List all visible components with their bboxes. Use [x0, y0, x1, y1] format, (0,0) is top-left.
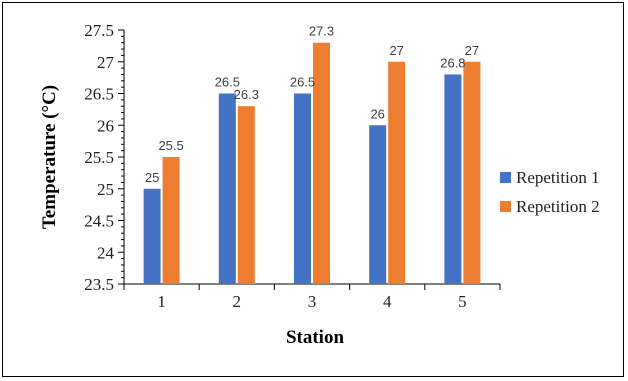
- legend-label-1: Repetition 1: [516, 168, 600, 187]
- y-tick-label: 25.5: [84, 148, 114, 167]
- bar-2-station-5: [463, 61, 481, 284]
- legend-swatch-1: [500, 172, 511, 183]
- bar-2-station-1: [162, 157, 180, 284]
- data-label: 26.8: [440, 55, 465, 70]
- legend-swatch-2: [500, 201, 511, 212]
- bar-2-station-3: [313, 42, 330, 285]
- data-label: 26.3: [234, 87, 259, 102]
- data-label: 25: [145, 170, 159, 185]
- data-label: 26.5: [215, 75, 240, 90]
- bar-1-station-1: [143, 188, 161, 284]
- x-axis: 1 2 3 4 5: [123, 283, 501, 311]
- data-label: 26: [370, 106, 384, 121]
- x-tick-label: 4: [383, 292, 392, 311]
- y-axis-title: Temperature (°C): [39, 85, 60, 229]
- data-label: 27.3: [309, 24, 334, 39]
- bar-2-station-4: [388, 61, 406, 284]
- y-tick-label: 24.5: [84, 212, 114, 231]
- x-tick-label: 5: [458, 292, 467, 311]
- x-tick-label: 3: [308, 292, 317, 311]
- bar-1-station-5: [444, 74, 462, 284]
- bar-1-station-2: [218, 93, 236, 284]
- bar-1-station-4: [369, 125, 387, 284]
- y-tick-label: 23.5: [84, 275, 114, 294]
- data-label: 27: [465, 43, 479, 58]
- bars: [143, 42, 481, 285]
- y-tick-label: 27: [97, 53, 115, 72]
- y-tick-label: 25: [97, 180, 114, 199]
- data-label: 26.5: [290, 75, 315, 90]
- legend: Repetition 1 Repetition 2: [500, 168, 600, 216]
- x-tick-label: 2: [233, 292, 242, 311]
- bar-1-station-3: [294, 93, 311, 284]
- x-axis-title: Station: [286, 327, 345, 348]
- y-tick-label: 24: [97, 243, 115, 262]
- bar-2-station-2: [237, 106, 255, 284]
- y-tick-label: 26: [97, 116, 114, 135]
- y-tick-label: 26.5: [84, 85, 114, 104]
- y-axis: 23.5 24 24.5 25 25.5 26 26.5 27 27.5: [84, 21, 125, 294]
- y-tick-label: 27.5: [84, 21, 114, 40]
- data-label: 27: [389, 43, 403, 58]
- data-label: 25.5: [158, 138, 183, 153]
- x-tick-label: 1: [157, 292, 166, 311]
- legend-label-2: Repetition 2: [516, 197, 600, 216]
